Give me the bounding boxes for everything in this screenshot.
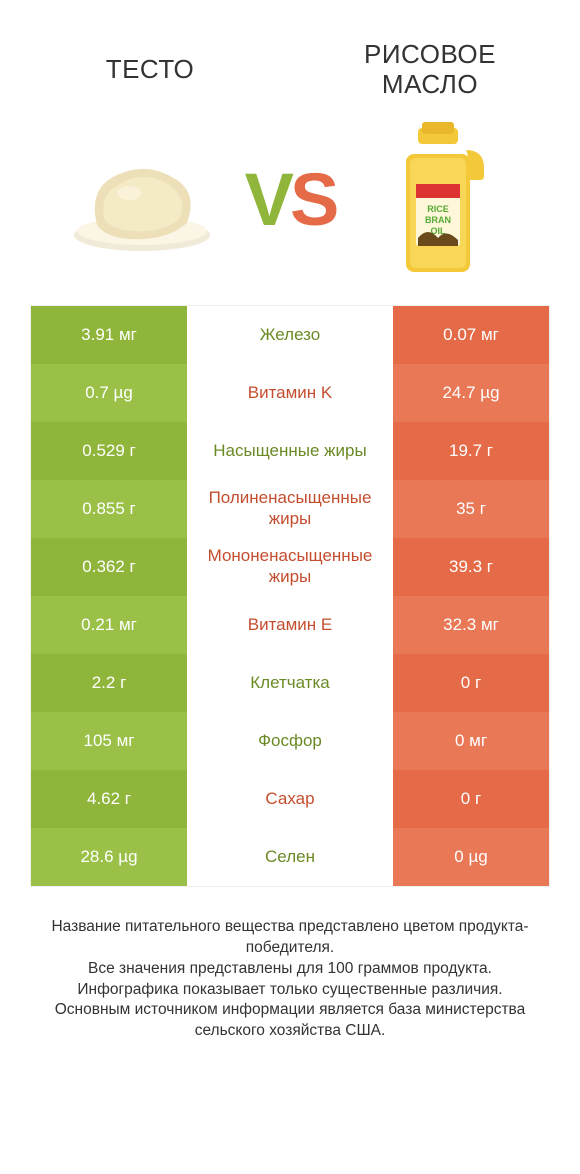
footnote-l3: Инфографика показывает только существенн…: [77, 981, 502, 998]
table-row: 0.362 гМононенасыщенные жиры39.3 г: [31, 538, 549, 596]
nutrient-name: Полиненасыщенные жиры: [187, 480, 393, 538]
footnote-l2: Все значения представлены для 100 граммо…: [88, 960, 492, 977]
svg-text:BRAN: BRAN: [425, 215, 451, 225]
table-row: 3.91 мгЖелезо0.07 мг: [31, 306, 549, 364]
footnote-l4: Основным источником информации является …: [55, 1001, 526, 1039]
value-right: 0 мг: [393, 712, 549, 770]
nutrient-name: Сахар: [187, 770, 393, 828]
nutrient-name: Насыщенные жиры: [187, 422, 393, 480]
dough-image: [40, 145, 245, 255]
value-left: 0.7 µg: [31, 364, 187, 422]
images-row: VS RICE BRAN OIL: [0, 110, 580, 305]
table-row: 0.529 гНасыщенные жиры19.7 г: [31, 422, 549, 480]
nutrient-name: Селен: [187, 828, 393, 886]
nutrient-name: Мононенасыщенные жиры: [187, 538, 393, 596]
value-left: 2.2 г: [31, 654, 187, 712]
oil-bottle-icon: RICE BRAN OIL: [388, 120, 488, 280]
value-left: 28.6 µg: [31, 828, 187, 886]
nutrient-name: Фосфор: [187, 712, 393, 770]
value-right: 0 г: [393, 654, 549, 712]
nutrient-name: Витамин E: [187, 596, 393, 654]
table-row: 0.21 мгВитамин E32.3 мг: [31, 596, 549, 654]
value-right: 35 г: [393, 480, 549, 538]
nutrient-name: Железо: [187, 306, 393, 364]
vs-label: VS: [245, 157, 336, 242]
table-row: 0.855 гПолиненасыщенные жиры35 г: [31, 480, 549, 538]
value-right: 32.3 мг: [393, 596, 549, 654]
value-right: 19.7 г: [393, 422, 549, 480]
vs-v: V: [245, 158, 290, 241]
comparison-table: 3.91 мгЖелезо0.07 мг0.7 µgВитамин K24.7 …: [30, 305, 550, 887]
value-right: 0 г: [393, 770, 549, 828]
table-row: 2.2 гКлетчатка0 г: [31, 654, 549, 712]
value-left: 4.62 г: [31, 770, 187, 828]
value-left: 0.529 г: [31, 422, 187, 480]
nutrient-name: Клетчатка: [187, 654, 393, 712]
nutrient-name: Витамин K: [187, 364, 393, 422]
value-right: 24.7 µg: [393, 364, 549, 422]
value-left: 3.91 мг: [31, 306, 187, 364]
header-titles: ТЕСТО РИСОВОЕ МАСЛО: [0, 0, 580, 110]
value-left: 0.855 г: [31, 480, 187, 538]
footnote-l1: Название питательного вещества представл…: [51, 918, 528, 956]
infographic-root: ТЕСТО РИСОВОЕ МАСЛО VS: [0, 0, 580, 1042]
title-left: ТЕСТО: [30, 54, 270, 85]
value-right: 0.07 мг: [393, 306, 549, 364]
title-right: РИСОВОЕ МАСЛО: [310, 40, 550, 100]
title-right-l1: РИСОВОЕ: [364, 39, 496, 69]
table-row: 4.62 гСахар0 г: [31, 770, 549, 828]
value-left: 0.21 мг: [31, 596, 187, 654]
table-row: 0.7 µgВитамин K24.7 µg: [31, 364, 549, 422]
footnote: Название питательного вещества представл…: [30, 917, 550, 1043]
vs-s: S: [290, 158, 335, 241]
table-row: 28.6 µgСелен0 µg: [31, 828, 549, 886]
value-right: 39.3 г: [393, 538, 549, 596]
value-left: 0.362 г: [31, 538, 187, 596]
title-right-l2: МАСЛО: [382, 69, 478, 99]
dough-icon: [67, 145, 217, 255]
table-row: 105 мгФосфор0 мг: [31, 712, 549, 770]
value-left: 105 мг: [31, 712, 187, 770]
value-right: 0 µg: [393, 828, 549, 886]
svg-text:RICE: RICE: [427, 204, 449, 214]
oil-image: RICE BRAN OIL: [335, 120, 540, 280]
